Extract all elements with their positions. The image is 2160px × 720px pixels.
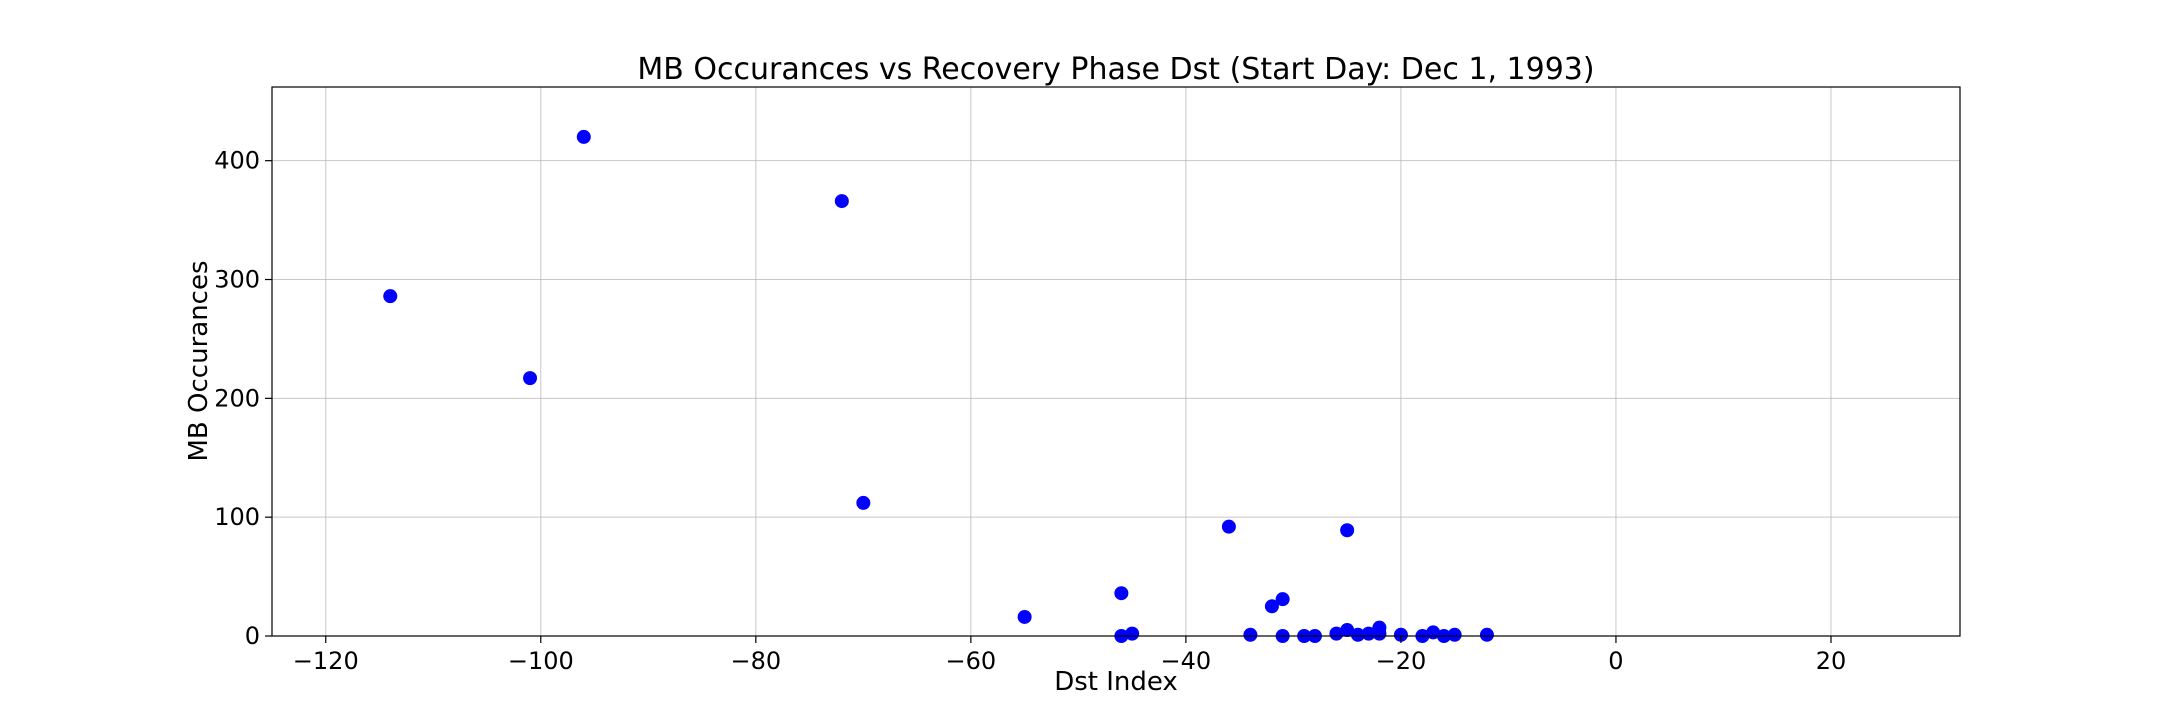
scatter-point bbox=[856, 495, 871, 510]
y-tick-label: 300 bbox=[214, 266, 260, 294]
y-axis-label: MB Occurances bbox=[184, 260, 214, 461]
scatter-point bbox=[1350, 627, 1365, 642]
x-tick-label: −40 bbox=[1161, 647, 1212, 675]
x-tick-label: −20 bbox=[1376, 647, 1427, 675]
plot-frame bbox=[271, 86, 1961, 637]
scatter-point bbox=[1125, 626, 1140, 641]
scatter-point bbox=[576, 129, 591, 144]
scatter-point bbox=[383, 289, 398, 304]
y-tick-label: 100 bbox=[214, 503, 260, 531]
chart-title: MB Occurances vs Recovery Phase Dst (Sta… bbox=[637, 52, 1594, 87]
y-tick-label: 0 bbox=[245, 622, 260, 650]
grid-layer bbox=[272, 87, 1960, 637]
scatter-point bbox=[1340, 523, 1355, 538]
scatter-point bbox=[1221, 519, 1236, 534]
x-tick-label: −80 bbox=[730, 647, 781, 675]
scatter-point bbox=[523, 371, 538, 386]
y-tick-label: 400 bbox=[214, 147, 260, 175]
y-tick-label: 200 bbox=[214, 384, 260, 412]
scatter-point bbox=[1017, 609, 1032, 624]
scatter-point bbox=[1447, 627, 1462, 642]
scatter-point bbox=[1340, 623, 1355, 638]
x-tick-label: 20 bbox=[1816, 647, 1847, 675]
scatter-point bbox=[1275, 592, 1290, 607]
scatter-point bbox=[1264, 599, 1279, 614]
scatter-point bbox=[1479, 627, 1494, 642]
x-tick-label: −100 bbox=[508, 647, 574, 675]
x-axis-label: Dst Index bbox=[1054, 667, 1178, 697]
scatter-point bbox=[1372, 626, 1387, 641]
scatter-point bbox=[1329, 626, 1344, 641]
points-layer bbox=[383, 129, 1494, 643]
x-tick-label: −120 bbox=[293, 647, 359, 675]
x-tick-label: 0 bbox=[1608, 647, 1623, 675]
scatter-point bbox=[1361, 626, 1376, 641]
scatter-point bbox=[834, 194, 849, 209]
scatter-point bbox=[1243, 627, 1258, 642]
scatter-point bbox=[1114, 586, 1129, 601]
scatter-point bbox=[1393, 627, 1408, 642]
x-tick-label: −60 bbox=[946, 647, 997, 675]
